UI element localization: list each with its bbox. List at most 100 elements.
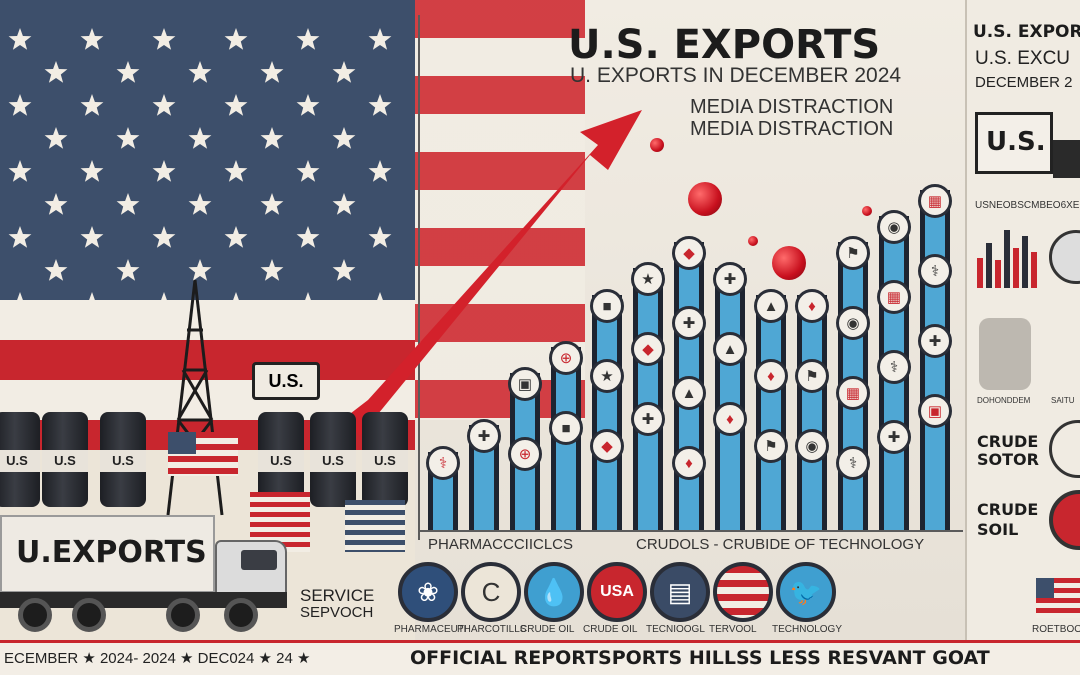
wheel <box>72 598 106 632</box>
wheel <box>18 598 52 632</box>
bar-badge-icon: ◉ <box>795 429 829 463</box>
flag-star <box>368 94 392 116</box>
bar-badge-icon: ⚑ <box>836 236 870 270</box>
bar-badge-icon: ▦ <box>877 280 911 314</box>
flag-star <box>80 160 104 182</box>
footer-headline: OFFICIAL REPORTSPORTS HILLSS LESS RESVAN… <box>410 647 990 669</box>
bar-badge-icon: ★ <box>590 359 624 393</box>
icon-caption: TECNIOOGL <box>646 624 705 635</box>
bar-badge-icon: ▣ <box>508 367 542 401</box>
corner-flag <box>1036 578 1080 618</box>
right-machine-icon <box>979 318 1031 390</box>
right-caption: DOHONDDEM <box>977 396 1031 405</box>
flag-star <box>332 127 356 149</box>
flag-icon <box>713 562 773 622</box>
y-axis <box>418 15 420 540</box>
footer-date-strip: ECEMBER ★ 2024- 2024 ★ DEC024 ★ 24 ★ <box>4 650 311 667</box>
bar-badge-icon: ▲ <box>713 332 747 366</box>
bar-badge-icon: ✚ <box>713 262 747 296</box>
bar-badge-icon: ⊕ <box>549 341 583 375</box>
media-distraction-1: MEDIA DISTRACTION <box>690 96 894 118</box>
flag-star <box>80 28 104 50</box>
refresh-icon: C <box>461 562 521 622</box>
export-bar <box>592 295 622 530</box>
right-crude: CRUDE <box>977 432 1039 451</box>
bar-badge-icon: ✚ <box>918 324 952 358</box>
flag-star <box>116 193 140 215</box>
flag-star <box>152 94 176 116</box>
truck-label: U.EXPORTS <box>16 535 207 570</box>
flag-star <box>188 61 212 83</box>
mini-bar <box>1031 252 1037 288</box>
drop-icon: 💧 <box>524 562 584 622</box>
mini-bar <box>1004 230 1010 288</box>
flag-star <box>152 226 176 248</box>
export-bar <box>797 295 827 530</box>
flag-star <box>188 193 212 215</box>
bar-badge-icon: ▦ <box>918 184 952 218</box>
truck-chassis <box>0 592 287 608</box>
export-bar <box>920 190 950 530</box>
right-subtitle: U.S. EXCU <box>975 48 1071 69</box>
oil-barrel: U.S <box>362 412 408 507</box>
icon-caption: CRUDE OIL <box>583 624 638 635</box>
x-axis <box>418 530 963 532</box>
flag-star <box>80 226 104 248</box>
flag-star <box>260 259 284 281</box>
flag-star <box>8 94 32 116</box>
right-red-icon <box>1049 490 1080 550</box>
bar-badge-icon: ♦ <box>713 402 747 436</box>
bar-badge-icon: ✚ <box>467 419 501 453</box>
bar-badge-icon: ⊕ <box>508 437 542 471</box>
red-ball <box>862 206 872 216</box>
mini-bar <box>1013 248 1019 288</box>
flag-star <box>296 160 320 182</box>
flag-star <box>368 226 392 248</box>
bar-badge-icon: ▣ <box>918 394 952 428</box>
right-truck-cab <box>1053 140 1080 178</box>
oil-barrel: U.S <box>42 412 88 507</box>
flag-star <box>8 160 32 182</box>
right-date: DECEMBER 2 <box>975 74 1073 91</box>
flag-star <box>260 61 284 83</box>
flag-star <box>332 193 356 215</box>
bar-badge-icon: ★ <box>631 262 665 296</box>
mini-bar <box>986 243 992 288</box>
oil-derrick-icon <box>166 279 224 516</box>
export-bar <box>756 295 786 530</box>
bar-badge-icon: ♦ <box>795 289 829 323</box>
bar-badge-icon: ✚ <box>877 420 911 454</box>
red-ball <box>688 182 722 216</box>
us-sign: U.S. <box>252 362 320 400</box>
flag-star <box>152 160 176 182</box>
truck-container: U.EXPORTS <box>0 515 215 593</box>
bar-badge-icon: ■ <box>549 411 583 445</box>
red-ball <box>748 236 758 246</box>
oil-barrel: U.S <box>310 412 356 507</box>
right-sotor: SOTOR <box>977 450 1039 469</box>
bar-badge-icon: ⚑ <box>754 429 788 463</box>
oil-barrel: U.S <box>258 412 304 507</box>
bar-badge-icon: ⚕ <box>426 446 460 480</box>
flag-star <box>332 259 356 281</box>
bar-badge-icon: ⚕ <box>918 254 952 288</box>
mini-bar-chart <box>977 226 1037 288</box>
bar-badge-icon: ◆ <box>631 332 665 366</box>
category-label-crude: CRUDOLS - CRUBIDE OF TECHNOLOGY <box>636 536 925 553</box>
flag-star <box>44 193 68 215</box>
red-ball <box>772 246 806 280</box>
flag-star <box>224 226 248 248</box>
flag-star <box>80 94 104 116</box>
right-code: USNEOBSCMBEO6XEO <box>975 200 1080 211</box>
flag-star <box>8 28 32 50</box>
flag-star <box>224 28 248 50</box>
bar-badge-icon: ⚕ <box>877 350 911 384</box>
usa-icon: USA <box>587 562 647 622</box>
bar-badge-icon: ◆ <box>672 236 706 270</box>
wheel <box>224 598 258 632</box>
flag-star <box>224 160 248 182</box>
mini-bar <box>977 258 983 288</box>
flag-star <box>188 127 212 149</box>
service-label: SERVICE <box>300 586 375 605</box>
